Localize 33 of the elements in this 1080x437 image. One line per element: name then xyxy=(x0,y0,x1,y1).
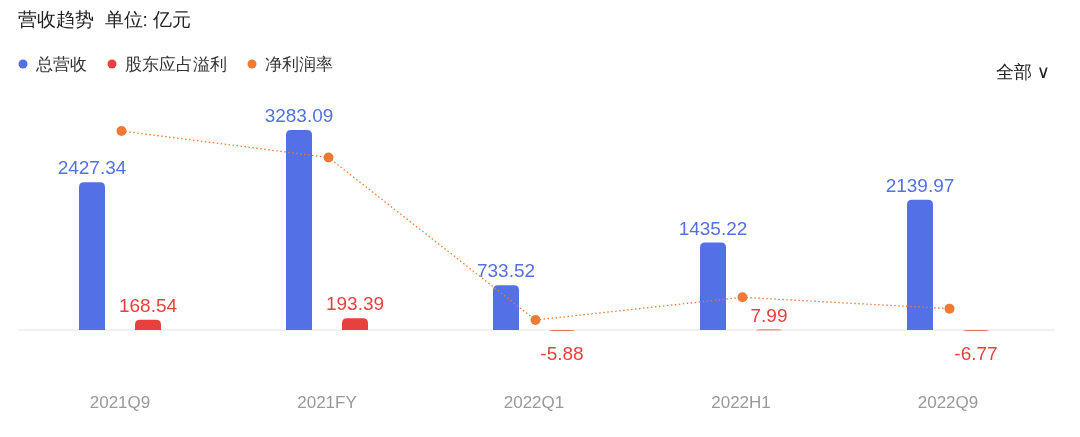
legend-label: 净利润率 xyxy=(265,55,333,74)
bar xyxy=(286,130,312,330)
x-tick-label: 2021Q9 xyxy=(89,393,151,412)
bar xyxy=(493,285,519,330)
bar xyxy=(700,242,726,330)
data-label: -5.88 xyxy=(540,343,584,364)
legend: 净利润率 xyxy=(247,55,333,74)
point xyxy=(737,292,748,303)
legend-label: 股东应占溢利 xyxy=(125,55,227,74)
data-label: 168.54 xyxy=(118,294,178,316)
bar xyxy=(342,318,368,330)
data-label: 733.52 xyxy=(476,260,536,282)
x-tick-label: 2022Q1 xyxy=(503,393,565,412)
x-tick-label: 2021FY xyxy=(297,393,357,412)
data-label: 3283.09 xyxy=(264,105,334,126)
chart-title: 营收趋势 单位: 亿元 xyxy=(18,9,192,30)
data-label: 1435.22 xyxy=(678,217,748,239)
bar xyxy=(907,199,933,330)
data-label: 2427.34 xyxy=(57,157,127,179)
point xyxy=(116,126,127,136)
bar xyxy=(135,319,161,330)
data-label: -6.77 xyxy=(954,343,998,364)
legend-label: 总营收 xyxy=(35,55,87,74)
x-tick-label: 2022H1 xyxy=(711,393,771,412)
data-label: 193.39 xyxy=(325,293,385,315)
bar xyxy=(79,182,105,330)
data-label: 7.99 xyxy=(750,304,788,326)
text: 全部 ∨ xyxy=(995,62,1050,82)
point xyxy=(323,152,334,163)
point xyxy=(944,303,955,314)
data-label: 2139.97 xyxy=(885,174,955,196)
x-tick-label: 2022Q9 xyxy=(917,393,979,412)
point xyxy=(530,315,541,325)
